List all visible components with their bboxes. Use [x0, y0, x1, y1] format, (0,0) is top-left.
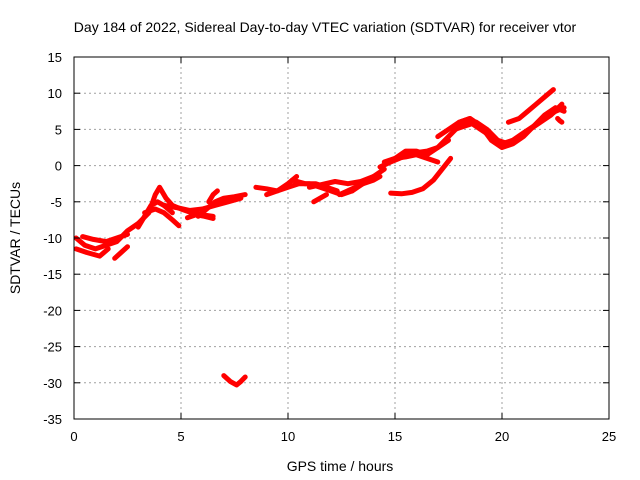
x-tick-label: 10	[281, 429, 295, 444]
x-tick-label: 20	[495, 429, 509, 444]
series-track-2	[73, 246, 111, 259]
series-track-20	[392, 152, 441, 165]
y-tick-label: -10	[43, 231, 62, 246]
y-tick-label: 15	[48, 50, 62, 65]
y-tick-label: 5	[55, 122, 62, 137]
axis-ticks: 0 5 10 15 20 25 15 10 5 0 -5 -10 -15 -20 -25 -30 -35	[43, 50, 616, 444]
y-tick-label: 10	[48, 86, 62, 101]
y-tick-label: -30	[43, 376, 62, 391]
series-track-6	[142, 206, 182, 229]
series-track-3	[80, 231, 130, 245]
data-series	[73, 87, 567, 388]
series-track-26	[555, 116, 565, 125]
x-tick-label: 15	[388, 429, 402, 444]
x-tick-label: 25	[602, 429, 616, 444]
series-track-7	[161, 195, 244, 213]
y-tick-label: -25	[43, 340, 62, 355]
x-axis-label: GPS time / hours	[287, 458, 394, 474]
x-tick-label: 0	[70, 429, 77, 444]
series-track-25	[505, 87, 556, 125]
series-track-15	[311, 192, 329, 205]
y-axis-label: SDTVAR / TECUs	[7, 182, 23, 294]
chart-title: Day 184 of 2022, Sidereal Day-to-day VTE…	[74, 19, 577, 35]
y-tick-label: -15	[43, 267, 62, 282]
y-tick-label: -35	[43, 412, 62, 427]
series-track-17	[349, 166, 387, 194]
series-track-27	[221, 373, 248, 388]
grid-lines	[74, 57, 609, 419]
y-tick-label: 0	[55, 159, 62, 174]
series-track-4	[112, 244, 130, 261]
x-tick-label: 5	[177, 429, 184, 444]
y-tick-label: -5	[50, 195, 62, 210]
series-track-24	[456, 105, 567, 150]
series-track-10	[206, 188, 220, 205]
y-tick-label: -20	[43, 303, 62, 318]
series-track-21	[388, 155, 454, 197]
series-track-9	[195, 192, 248, 219]
